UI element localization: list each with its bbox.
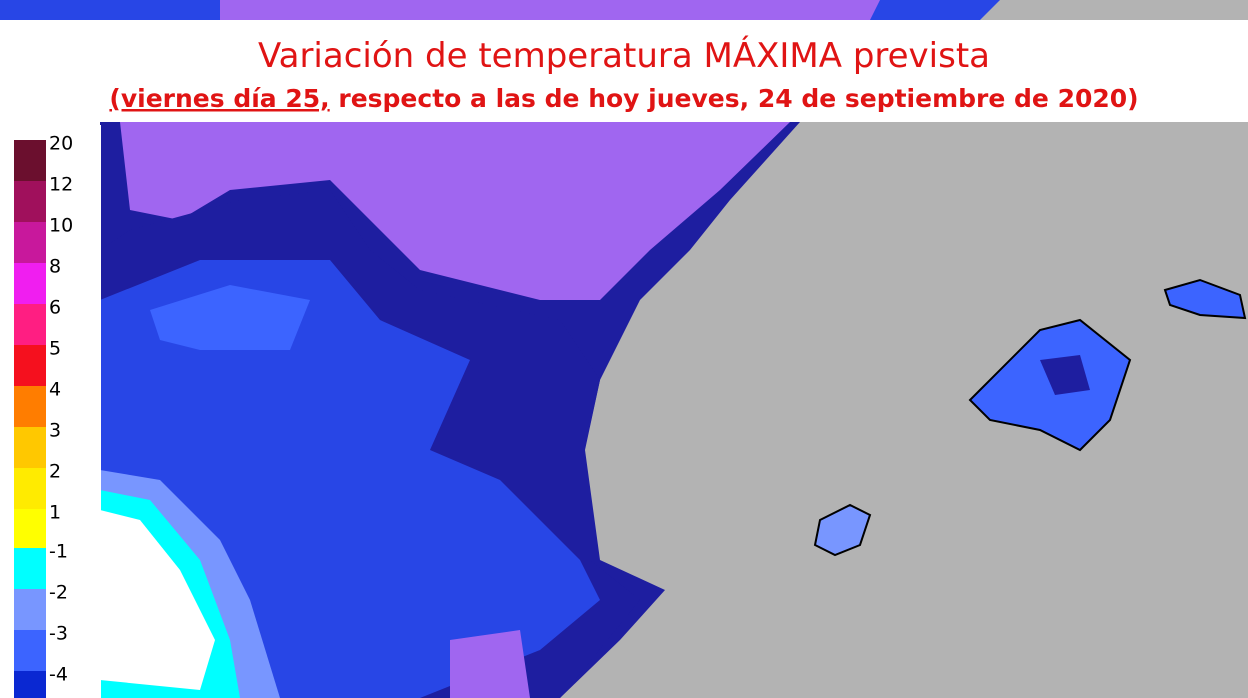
legend-label: 20	[49, 133, 73, 155]
legend-label: 1	[49, 502, 61, 524]
legend-swatch	[14, 548, 46, 589]
legend-swatch	[14, 386, 46, 427]
legend-swatch	[14, 671, 46, 698]
legend: 20 12 10 8 6 5 4 3 2 1 -1 -2 -3 -4	[14, 133, 73, 698]
land-purple	[120, 122, 790, 300]
land	[220, 0, 880, 20]
island-menorca	[1163, 278, 1247, 320]
legend-swatch	[14, 589, 46, 630]
legend-label: 2	[49, 461, 61, 483]
legend-swatch	[14, 345, 46, 386]
title: Variación de temperatura MÁXIMA prevista	[258, 35, 990, 76]
subtitle-date: (viernes día 25,	[109, 84, 329, 113]
legend-label: 6	[49, 297, 61, 319]
land-mid	[150, 285, 310, 350]
legend-label: 8	[49, 256, 61, 278]
legend-label: -1	[49, 541, 68, 563]
map	[100, 122, 1248, 698]
legend-label: -3	[49, 623, 68, 645]
legend-swatch	[14, 509, 46, 550]
island-ibiza	[813, 503, 872, 557]
legend-swatch	[14, 427, 46, 468]
legend-swatch	[14, 630, 46, 671]
legend-swatch	[14, 181, 46, 222]
legend-label: -2	[49, 582, 68, 604]
legend-label: 5	[49, 338, 61, 360]
legend-label: -4	[49, 664, 68, 686]
legend-swatch	[14, 304, 46, 345]
legend-label: 4	[49, 379, 61, 401]
island-mallorca	[968, 318, 1132, 452]
legend-swatch	[14, 263, 46, 304]
legend-label: 12	[49, 174, 73, 196]
legend-swatch	[14, 140, 46, 181]
legend-swatch	[14, 222, 46, 263]
header-band	[0, 20, 1248, 122]
subtitle-text: respecto a las de hoy jueves, 24 de sept…	[330, 84, 1139, 113]
land-white	[100, 510, 215, 690]
land-purple	[450, 630, 530, 698]
legend-swatch	[14, 468, 46, 509]
legend-label: 10	[49, 215, 73, 237]
island-core	[1040, 355, 1090, 395]
subtitle: (viernes día 25, respecto a las de hoy j…	[109, 84, 1138, 113]
legend-label: 3	[49, 420, 61, 442]
